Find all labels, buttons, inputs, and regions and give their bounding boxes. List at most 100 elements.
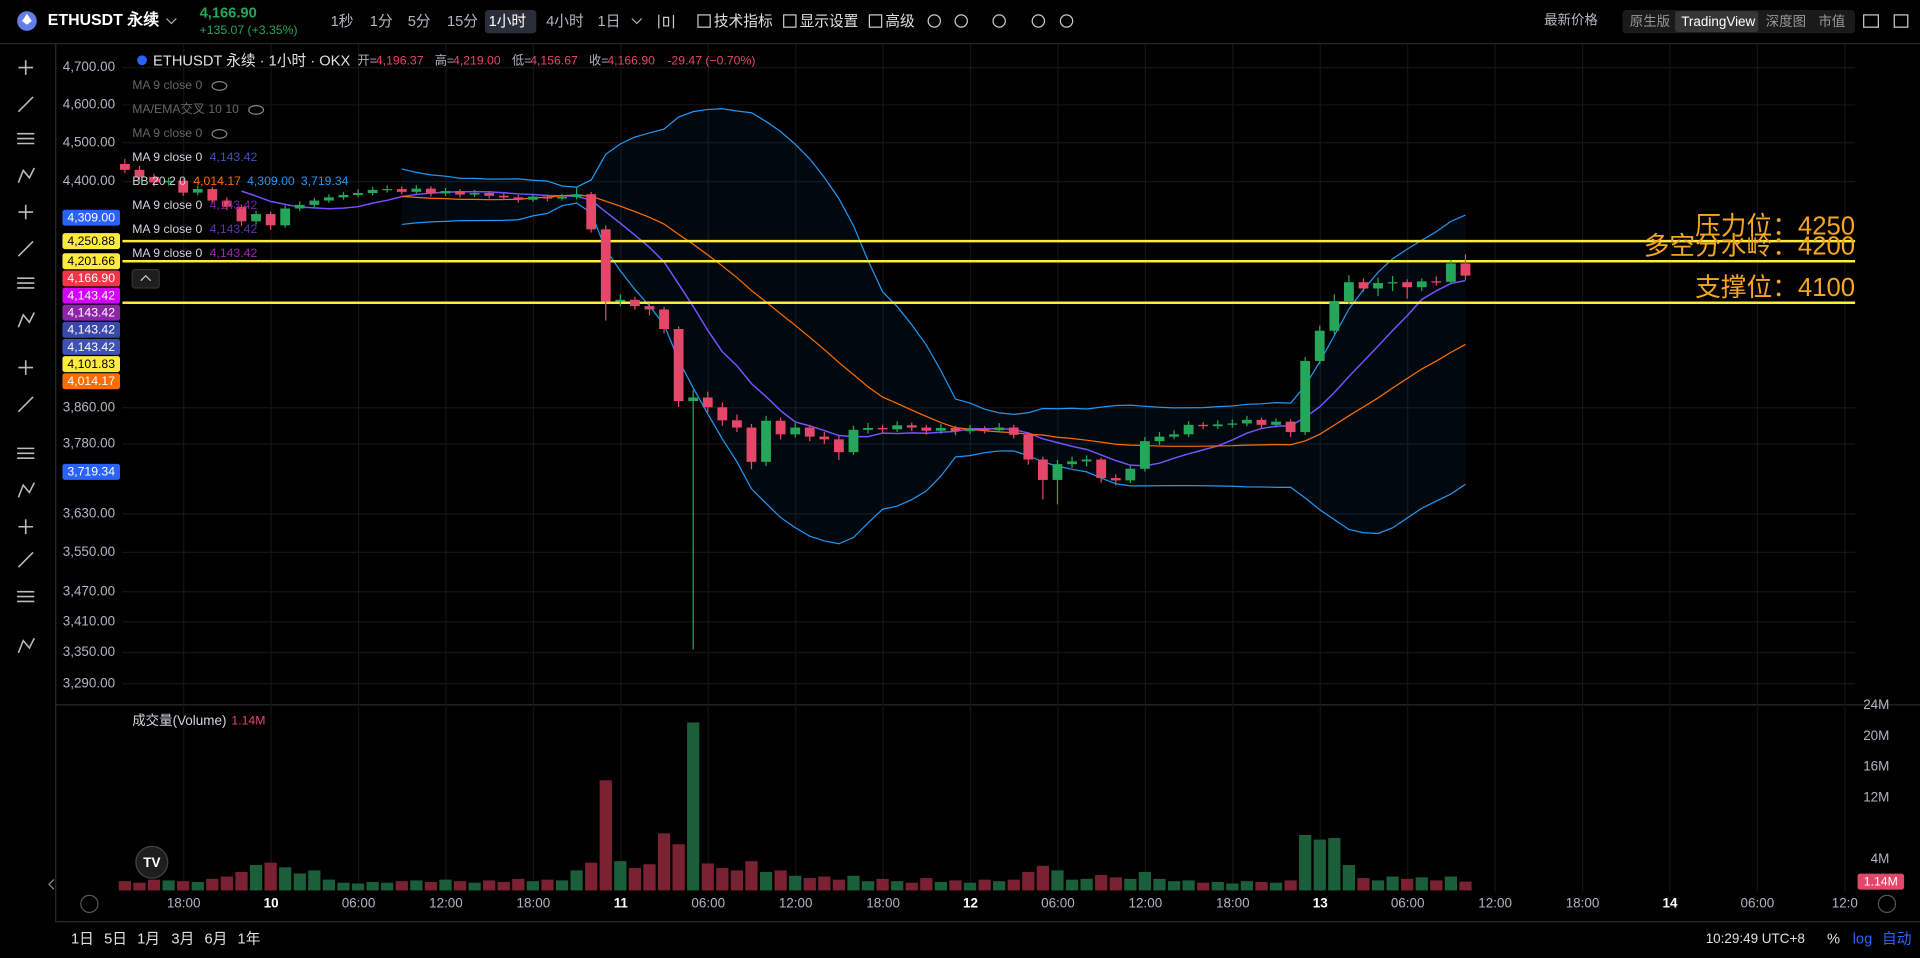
tool-icon[interactable] <box>17 277 35 289</box>
view-button[interactable]: 市值 <box>1818 13 1845 29</box>
indicator-label[interactable]: MA/EMA交叉 10 10 <box>132 101 239 116</box>
indicator-label[interactable]: BB 20 2 0 <box>132 174 186 188</box>
layout-icon[interactable] <box>1863 14 1879 28</box>
range-button[interactable]: 1月 <box>137 931 160 947</box>
candle-body <box>965 428 975 432</box>
volume-bar <box>1430 880 1443 891</box>
tool-icon[interactable] <box>17 96 34 113</box>
visibility-icon[interactable] <box>248 105 265 115</box>
indicator-label[interactable]: MA 9 close 0 <box>132 150 202 164</box>
y-tick-label: 3,470.00 <box>63 583 115 598</box>
interval-button[interactable]: 1分 <box>370 13 393 30</box>
interval-button[interactable]: 1小时 <box>489 13 527 30</box>
tool-icon[interactable] <box>17 396 34 413</box>
tool-icon[interactable] <box>17 637 35 654</box>
fullscreen-icon[interactable] <box>1893 14 1909 28</box>
candle-body <box>1023 434 1034 460</box>
indicator-label[interactable]: MA 9 close 0 <box>132 78 202 92</box>
tool-icon[interactable] <box>18 360 34 375</box>
volume-bar <box>468 882 481 891</box>
range-button[interactable]: 5日 <box>104 931 127 947</box>
interval-button[interactable]: 4小时 <box>546 13 584 30</box>
volume-tick-label: 24M <box>1863 697 1889 712</box>
tool-icon[interactable] <box>17 312 35 328</box>
volume-bar <box>133 882 146 891</box>
candle-body <box>1081 459 1092 462</box>
price-badge <box>62 209 120 226</box>
tool-icon[interactable] <box>17 132 35 145</box>
toolbar-button[interactable]: 技术指标 <box>714 13 773 30</box>
tool-icon[interactable] <box>18 60 34 75</box>
tool-icon[interactable] <box>17 447 35 459</box>
tv-logo-text: TV <box>143 855 160 870</box>
candle-body <box>906 425 917 428</box>
x-tick-label: 10 <box>264 895 279 910</box>
range-button[interactable]: 6月 <box>204 931 227 947</box>
candle-body <box>1344 282 1354 302</box>
interval-button[interactable]: 15分 <box>447 13 478 30</box>
interval-button[interactable]: 5分 <box>408 13 431 30</box>
candle-body <box>1387 282 1398 284</box>
volume-bar <box>861 881 875 891</box>
volume-bar <box>1022 871 1035 891</box>
indicator-label[interactable]: MA 9 close 0 <box>132 246 202 260</box>
volume-tick-label: 4M <box>1871 851 1890 866</box>
symbol-dropdown[interactable] <box>166 18 177 25</box>
price-source[interactable]: 最新价格 <box>1544 13 1598 28</box>
toolbar-icon[interactable] <box>954 14 968 28</box>
candle-body <box>1212 424 1223 427</box>
view-active-bg <box>1675 11 1759 33</box>
symbol[interactable]: ETHUSDT 永续 <box>48 10 159 29</box>
volume-badge-label: 1.14M <box>1864 874 1898 888</box>
view-button[interactable]: TradingView <box>1681 14 1755 29</box>
candle-body <box>542 196 553 199</box>
tool-icon[interactable] <box>17 590 35 603</box>
x-tick-label: 18:00 <box>167 895 201 910</box>
tool-icon[interactable] <box>17 240 34 257</box>
indicator-label[interactable]: MA 9 close 0 <box>132 198 202 212</box>
tool-icon[interactable] <box>18 519 34 535</box>
y-tick-label: 4,600.00 <box>63 96 115 111</box>
x-tick-label: 06:00 <box>1391 895 1425 910</box>
price-badge-label: 4,250.88 <box>67 234 115 248</box>
indicator-label[interactable]: MA 9 close 0 <box>132 222 202 236</box>
range-button[interactable]: 3月 <box>171 931 194 947</box>
tool-icon[interactable] <box>17 167 35 183</box>
tool-icon[interactable] <box>17 482 35 498</box>
interval-dropdown[interactable] <box>631 18 643 25</box>
visibility-icon[interactable] <box>211 81 228 91</box>
range-button[interactable]: 1日 <box>71 931 94 947</box>
indicator-label[interactable]: MA 9 close 0 <box>132 126 202 140</box>
zoom-reset[interactable] <box>80 894 99 914</box>
scale-option[interactable]: 自动 <box>1882 930 1911 947</box>
volume-bar <box>818 876 831 891</box>
collapse-legend[interactable] <box>131 269 160 289</box>
volume-bar <box>774 870 787 891</box>
settings-circle[interactable] <box>1877 894 1897 914</box>
x-tick-label: 12:00 <box>779 895 813 910</box>
candle-body <box>571 194 582 197</box>
range-button[interactable]: 1年 <box>238 930 261 947</box>
toolbar-icon[interactable] <box>1031 14 1046 28</box>
interval-button[interactable]: 1秒 <box>331 13 354 30</box>
scale-option[interactable]: log <box>1853 931 1873 947</box>
toolbar-button[interactable]: 显示设置 <box>800 13 859 30</box>
toolbar-button[interactable]: 高级 <box>885 13 915 30</box>
toolbar-icon[interactable] <box>992 14 1006 28</box>
toolbar-icon[interactable] <box>927 14 942 28</box>
tool-icon[interactable] <box>18 204 34 220</box>
visibility-icon[interactable] <box>211 129 228 139</box>
view-button[interactable]: 原生版 <box>1630 14 1670 29</box>
interval-button[interactable]: 1日 <box>598 14 621 30</box>
view-button[interactable]: 深度图 <box>1766 14 1806 29</box>
volume-bar <box>570 870 583 891</box>
toolbar-icon[interactable] <box>1059 14 1074 28</box>
tool-icon[interactable] <box>17 551 34 568</box>
price-badge <box>62 321 120 338</box>
candle-body <box>1096 459 1107 479</box>
candle-body <box>1008 427 1019 435</box>
scroll-left[interactable] <box>48 878 55 890</box>
chart-type-icon[interactable] <box>658 14 675 29</box>
bb-upper <box>401 108 1466 415</box>
scale-option[interactable]: % <box>1827 931 1840 947</box>
